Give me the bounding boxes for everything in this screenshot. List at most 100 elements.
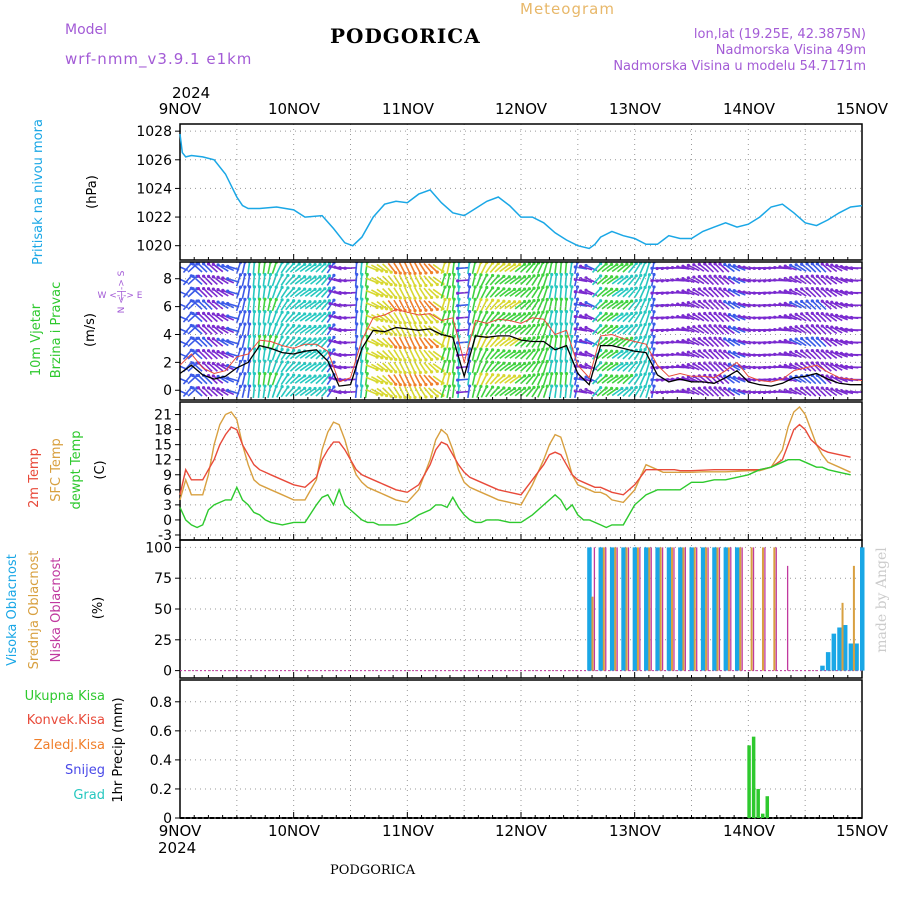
- wind-arrow: [359, 361, 363, 374]
- wind-arrow-head: [692, 387, 696, 391]
- wind-arrow-head: [778, 389, 782, 393]
- wind-arrow-head: [424, 370, 428, 374]
- wind-arrow-head: [742, 290, 746, 294]
- wind-arrow: [247, 286, 251, 299]
- wind-arrow-head: [418, 346, 422, 350]
- wind-arrow: [203, 374, 213, 385]
- wind-arrow-head: [238, 273, 243, 277]
- wind-arrow-head: [456, 291, 460, 295]
- wind-arrow-head: [512, 374, 517, 378]
- wind-arrow-head: [794, 387, 798, 391]
- wind-arrow: [320, 386, 331, 398]
- wind-arrow: [267, 311, 272, 324]
- wind-arrow: [485, 361, 494, 373]
- wind-arrow-head: [308, 362, 312, 366]
- wind-arrow: [247, 262, 251, 275]
- bottom-date-label: 13NOV: [609, 822, 662, 840]
- wind-arrow-head: [825, 337, 829, 341]
- wind-arrow: [262, 262, 266, 275]
- wind-arrow: [217, 338, 229, 347]
- wind-arrow-head: [360, 285, 364, 289]
- wind-arrow: [826, 288, 838, 297]
- wind-arrow: [564, 361, 568, 374]
- wind-arrow-head: [507, 324, 511, 328]
- wind-arrow: [724, 387, 735, 397]
- wind-arrow: [785, 290, 797, 296]
- wind-arrow: [432, 301, 444, 310]
- wind-arrow: [267, 348, 272, 361]
- wind-arrow: [423, 386, 433, 398]
- wind-arrow-head: [692, 275, 696, 279]
- wind-arrow: [714, 300, 725, 310]
- wind-arrow: [262, 299, 266, 312]
- wind-arrow-head: [839, 351, 843, 355]
- wind-arrow-head: [844, 290, 848, 294]
- wind-arrow-head: [810, 386, 814, 390]
- wind-arrow-head: [485, 347, 489, 352]
- wind-arrow: [816, 275, 827, 286]
- wind-arrow-head: [394, 320, 398, 324]
- wind-arrow-head: [703, 311, 707, 316]
- wind-arrow-head: [502, 374, 506, 378]
- wind-arrow-head: [541, 322, 545, 327]
- wind-arrow: [633, 361, 642, 373]
- wind-arrow: [601, 387, 613, 397]
- wind-arrow: [611, 375, 623, 384]
- wind-arrow-head: [610, 262, 614, 266]
- wind-arrow: [580, 315, 593, 321]
- wind-arrow-head: [732, 301, 736, 305]
- wind-arrow-head: [789, 300, 793, 305]
- wind-arrow: [801, 288, 812, 298]
- wind-arrow: [569, 274, 573, 287]
- wind-arrow: [299, 288, 311, 297]
- wind-arrow-head: [522, 275, 527, 279]
- wind-arrow: [504, 375, 515, 384]
- wind-arrow: [537, 336, 544, 349]
- wind-arrow-head: [328, 289, 332, 293]
- wind-arrow: [345, 316, 358, 319]
- wind-arrow: [704, 325, 715, 335]
- wind-arrow-head: [332, 385, 336, 389]
- wind-arrow: [591, 300, 602, 311]
- wind-arrow: [267, 274, 272, 287]
- wind-arrow: [271, 373, 278, 386]
- wind-arrow-head: [247, 322, 252, 326]
- wind-arrow-head: [263, 310, 267, 314]
- wind-arrow-head: [191, 311, 195, 316]
- wind-arrow: [559, 286, 563, 299]
- wind-arrow: [227, 302, 240, 308]
- wind-arrow: [520, 337, 530, 348]
- wind-arrow-head: [573, 290, 577, 294]
- wind-arrow-head: [670, 352, 675, 357]
- wind-arrow-head: [670, 278, 675, 282]
- wind-arrow-head: [660, 291, 664, 295]
- wind-arrow-head: [332, 323, 336, 327]
- wind-arrow-head: [398, 333, 402, 337]
- wind-arrow: [729, 351, 741, 359]
- wind-arrow: [326, 274, 335, 286]
- wind-arrow-head: [532, 336, 536, 340]
- wind-arrow: [262, 311, 266, 324]
- wind-arrow: [364, 286, 369, 299]
- wind-arrow: [836, 277, 848, 284]
- wind-arrow-head: [794, 362, 798, 366]
- wind-arrow-head: [485, 323, 489, 327]
- wind-arrow-head: [243, 334, 247, 339]
- wind-arrow: [542, 274, 549, 287]
- wind-arrow-head: [800, 337, 804, 341]
- wind-arrow: [494, 362, 505, 372]
- wind-arrow: [729, 313, 741, 322]
- wind-arrow-head: [389, 320, 393, 324]
- wind-arrow-head: [703, 386, 707, 390]
- wind-arrow-head: [216, 337, 220, 341]
- wind-arrow-head: [502, 349, 506, 353]
- wind-arrow: [682, 352, 695, 358]
- wind-arrow: [241, 274, 246, 287]
- wind-arrow-head: [655, 390, 659, 395]
- wind-arrow: [622, 312, 633, 323]
- wind-arrow: [310, 276, 321, 285]
- wind-arrow-head: [655, 316, 659, 320]
- wind-arrow-head: [384, 294, 389, 298]
- wind-arrow: [446, 299, 451, 312]
- cloud-bar-high: [860, 547, 865, 671]
